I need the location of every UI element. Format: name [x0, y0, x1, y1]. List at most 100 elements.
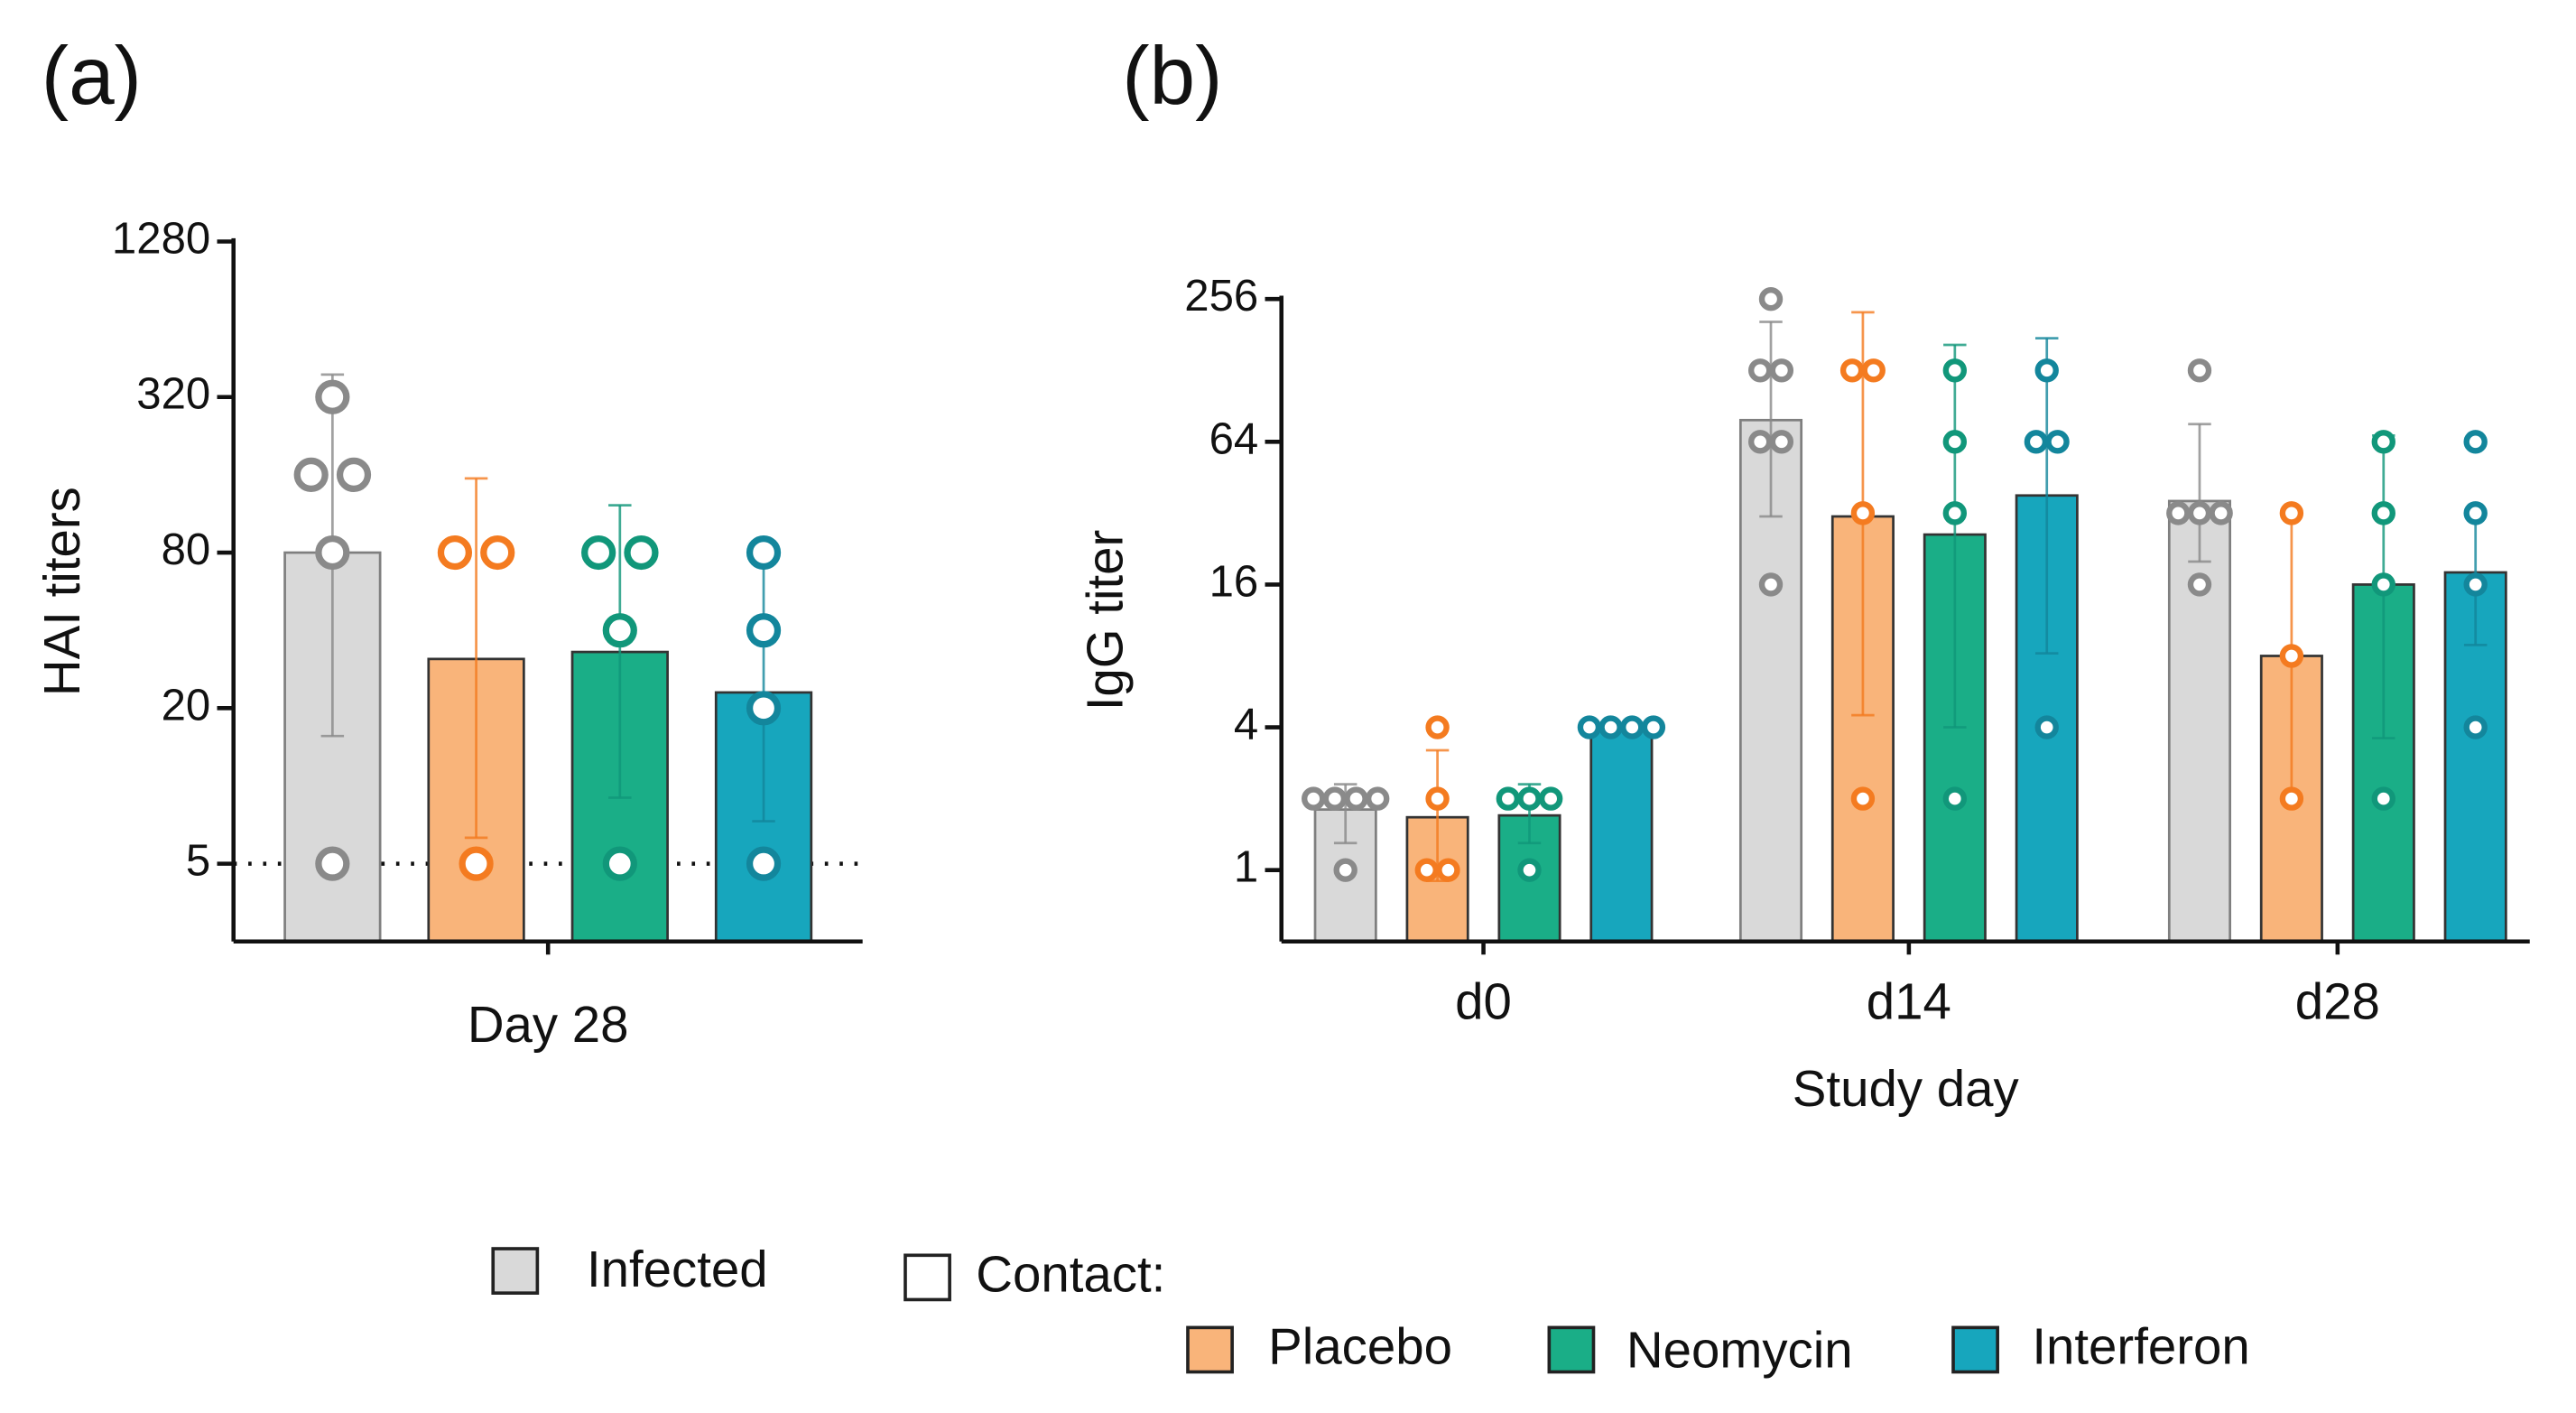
data-point [1850, 786, 1876, 811]
data-point [746, 613, 782, 648]
data-point [581, 535, 616, 571]
data-point [2463, 501, 2488, 525]
legend-swatch [1547, 1325, 1596, 1374]
y-tick-label: 5 [186, 837, 210, 886]
data-point [1942, 358, 1968, 383]
data-point [2024, 430, 2049, 454]
data-point [2187, 501, 2212, 525]
panel-label: (a) [42, 31, 142, 122]
x-axis-title: Study day [1793, 1060, 2020, 1117]
y-tick-label: 20 [162, 681, 211, 730]
data-point [1538, 786, 1563, 811]
data-point [624, 535, 659, 571]
y-tick-label: 64 [1209, 414, 1259, 463]
y-axis-title: IgG titer [1077, 530, 1134, 711]
data-point [1620, 715, 1645, 739]
data-point [602, 613, 637, 648]
x-tick-label: d14 [1867, 973, 1951, 1030]
data-point [746, 691, 782, 726]
data-point [437, 535, 473, 571]
data-point [2187, 572, 2212, 597]
x-tick-label: d0 [1455, 973, 1512, 1030]
legend-swatch [903, 1253, 951, 1302]
data-point [1365, 786, 1390, 811]
data-point [1850, 501, 1876, 525]
data-point [2045, 430, 2070, 454]
bar [1589, 726, 1654, 944]
data-point [1322, 786, 1348, 811]
legend-label: Neomycin [1626, 1321, 1853, 1378]
legend-label: Interferon [2032, 1318, 2249, 1375]
data-point [1496, 786, 1521, 811]
data-point [1839, 358, 1865, 383]
data-point [2463, 430, 2488, 454]
data-point [1861, 358, 1886, 383]
data-point [2187, 358, 2212, 383]
data-point [1769, 430, 1794, 454]
legend-swatch [1186, 1325, 1234, 1374]
data-point [1414, 858, 1439, 882]
data-point [1425, 715, 1450, 739]
x-tick-label: Day 28 [468, 996, 629, 1053]
data-point [2279, 501, 2304, 525]
data-point [293, 457, 329, 493]
data-point [2371, 786, 2395, 811]
data-point [2279, 644, 2304, 668]
data-point [1747, 430, 1773, 454]
data-point [1344, 786, 1368, 811]
data-point [1942, 786, 1968, 811]
x-tick-label: d28 [2295, 973, 2380, 1030]
data-point [1758, 572, 1784, 597]
data-point [1577, 715, 1602, 739]
data-point [1942, 430, 1968, 454]
y-tick-label: 80 [162, 525, 211, 574]
legend-swatch [1951, 1325, 1999, 1374]
y-tick-label: 1 [1234, 843, 1258, 892]
data-point [336, 457, 372, 493]
data-point [746, 535, 782, 571]
y-tick-label: 320 [136, 370, 210, 419]
data-point [1942, 501, 1968, 525]
data-point [1302, 786, 1326, 811]
y-tick-label: 16 [1209, 557, 1259, 606]
data-point [746, 846, 782, 881]
data-point [2463, 572, 2488, 597]
data-point [602, 846, 637, 881]
bar [2167, 499, 2232, 944]
data-point [480, 535, 515, 571]
data-point [459, 846, 494, 881]
legend-label: Contact: [976, 1246, 1165, 1303]
data-point [1747, 358, 1773, 383]
data-point [2371, 501, 2395, 525]
data-point [1425, 786, 1450, 811]
data-point [1769, 358, 1794, 383]
y-tick-label: 4 [1234, 701, 1258, 749]
data-point [1333, 858, 1357, 882]
legend-label: Infected [587, 1241, 768, 1297]
panel-label: (b) [1122, 31, 1222, 122]
data-point [1641, 715, 1666, 739]
legend-swatch [491, 1247, 540, 1295]
data-point [315, 379, 350, 414]
data-point [315, 535, 350, 571]
data-point [1517, 858, 1542, 882]
data-point [2166, 501, 2191, 525]
data-point [1436, 858, 1460, 882]
data-point [2371, 430, 2395, 454]
y-tick-label: 256 [1184, 272, 1258, 321]
data-point [2034, 358, 2059, 383]
data-point [315, 846, 350, 881]
y-axis-title: HAI titers [33, 487, 90, 696]
legend-label: Placebo [1268, 1318, 1452, 1375]
data-point [2279, 786, 2304, 811]
data-point [2034, 715, 2059, 739]
data-point [2463, 715, 2488, 739]
data-point [2371, 572, 2395, 597]
data-point [1598, 715, 1623, 739]
data-point [1517, 786, 1542, 811]
data-point [1758, 287, 1784, 311]
y-tick-label: 1280 [112, 214, 210, 263]
data-point [2209, 501, 2233, 525]
